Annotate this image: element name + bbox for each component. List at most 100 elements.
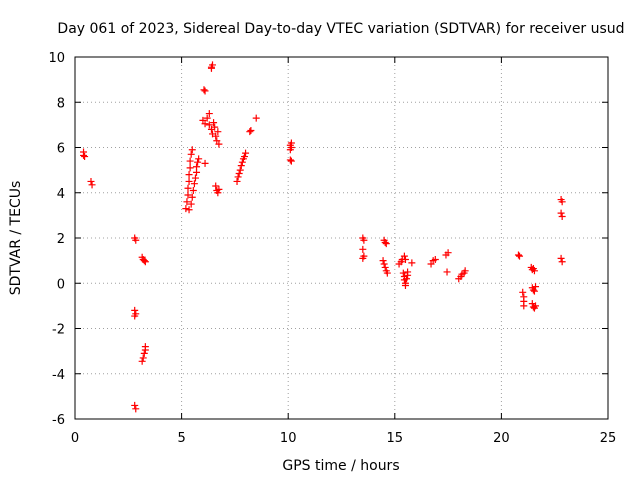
- y-tick-label: -4: [52, 368, 65, 383]
- data-point: [189, 186, 197, 194]
- y-tick-label: 4: [57, 187, 65, 202]
- data-point: [140, 349, 148, 357]
- chart-title: Day 061 of 2023, Sidereal Day-to-day VTE…: [57, 21, 624, 37]
- data-point: [187, 150, 195, 158]
- data-point: [187, 200, 195, 208]
- x-tick-label: 15: [387, 431, 404, 446]
- data-point: [182, 205, 190, 213]
- data-point: [360, 236, 368, 244]
- data-point: [188, 146, 196, 154]
- y-tick-label: -2: [52, 323, 65, 338]
- data-point: [186, 157, 194, 165]
- data-point: [401, 255, 409, 263]
- data-point: [203, 114, 211, 122]
- data-point: [400, 252, 408, 260]
- data-point: [235, 170, 243, 178]
- data-point: [132, 405, 140, 413]
- x-tick-label: 5: [177, 431, 185, 446]
- data-point: [530, 267, 538, 275]
- data-point: [558, 258, 566, 266]
- data-point: [185, 171, 193, 179]
- data-point: [558, 198, 566, 206]
- data-point: [201, 159, 209, 167]
- data-point: [234, 173, 242, 181]
- data-point: [188, 193, 196, 201]
- data-point: [193, 163, 201, 171]
- data-point: [557, 254, 565, 262]
- data-point: [131, 312, 139, 320]
- data-point: [380, 260, 388, 268]
- data-point: [141, 343, 149, 351]
- data-point: [201, 120, 209, 128]
- y-axis-label: SDTVAR / TECUs: [8, 181, 24, 296]
- data-point: [81, 153, 89, 161]
- data-points: [80, 61, 566, 413]
- data-point: [519, 288, 527, 296]
- y-tick-label: 8: [57, 96, 65, 111]
- data-point: [215, 185, 223, 193]
- axis-ticks: 0 5 10 15 20 25 -6 -4 -2 0 2 4 6 8 10: [48, 51, 616, 446]
- data-point: [399, 269, 407, 277]
- data-point: [252, 114, 260, 122]
- data-point: [381, 239, 389, 247]
- data-point: [401, 282, 409, 290]
- data-point: [382, 240, 390, 248]
- data-point: [215, 140, 223, 148]
- data-point: [520, 302, 528, 310]
- data-point: [88, 181, 96, 189]
- data-point: [212, 132, 220, 140]
- data-point: [209, 61, 217, 69]
- data-point: [195, 155, 203, 163]
- data-point: [246, 128, 254, 136]
- data-point: [184, 191, 192, 199]
- data-point: [186, 164, 194, 172]
- data-point: [287, 144, 295, 151]
- data-point: [431, 255, 439, 263]
- data-point: [530, 287, 538, 295]
- data-point: [205, 110, 213, 118]
- data-point: [185, 177, 193, 185]
- data-point: [359, 254, 367, 262]
- data-point: [138, 357, 146, 365]
- x-axis-label: GPS time / hours: [282, 458, 399, 474]
- y-tick-label: -6: [52, 413, 65, 428]
- data-point: [132, 236, 140, 244]
- data-point: [404, 268, 412, 276]
- data-point: [381, 263, 389, 271]
- data-point: [237, 162, 245, 170]
- data-point: [238, 158, 246, 166]
- data-point: [205, 121, 213, 129]
- data-point: [233, 177, 241, 185]
- data-point: [212, 182, 220, 190]
- data-point: [80, 151, 88, 159]
- data-point: [236, 166, 244, 174]
- data-point: [140, 257, 148, 265]
- data-point: [408, 259, 416, 267]
- data-point: [139, 354, 147, 362]
- data-point: [131, 401, 139, 409]
- data-point: [443, 268, 451, 276]
- data-point: [183, 198, 191, 206]
- data-point: [207, 64, 215, 72]
- data-point: [214, 128, 222, 136]
- data-point: [532, 302, 540, 310]
- data-point: [403, 275, 411, 283]
- data-point: [240, 153, 248, 161]
- data-point: [558, 213, 566, 221]
- data-point: [185, 206, 193, 214]
- data-point: [359, 245, 367, 253]
- data-point: [242, 149, 250, 157]
- y-tick-label: 0: [57, 277, 65, 292]
- data-point: [379, 257, 387, 265]
- y-tick-label: 6: [57, 142, 65, 157]
- x-tick-label: 10: [280, 431, 297, 446]
- data-point: [141, 258, 149, 266]
- grid-lines: [75, 57, 608, 419]
- data-point: [201, 87, 209, 95]
- data-point: [557, 209, 565, 217]
- data-point: [247, 127, 255, 135]
- data-point: [383, 269, 391, 277]
- x-tick-label: 25: [600, 431, 617, 446]
- data-point: [532, 283, 540, 291]
- y-tick-label: 2: [57, 232, 65, 247]
